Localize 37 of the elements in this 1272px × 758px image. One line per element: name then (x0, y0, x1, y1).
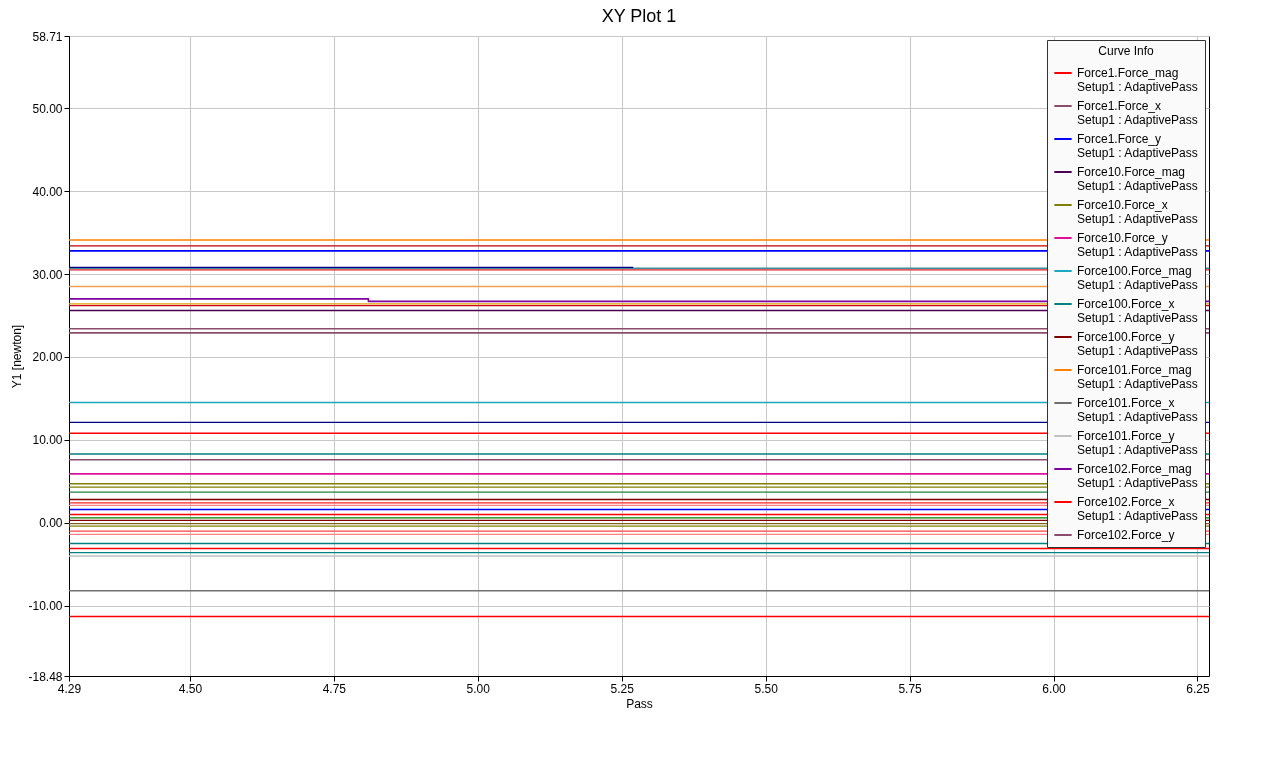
legend-label: Force100.Force_mag Setup1 : AdaptivePass (1077, 264, 1198, 292)
y-tick-label: 0.00 (39, 516, 63, 531)
legend-label: Force101.Force_y Setup1 : AdaptivePass (1077, 429, 1198, 457)
y-axis-title: Y1 [newton] (10, 324, 25, 389)
x-axis-title: Pass (626, 696, 653, 711)
chart-title: XY Plot 1 (601, 6, 677, 26)
y-tick-label: -10.00 (28, 599, 63, 614)
y-tick-label: 58.71 (32, 29, 63, 44)
x-tick-label: 5.25 (610, 681, 635, 696)
legend-label: Force102.Force_mag Setup1 : AdaptivePass (1077, 462, 1198, 490)
y-tick-label: 40.00 (32, 184, 63, 199)
legend-label: Force100.Force_x Setup1 : AdaptivePass (1077, 297, 1198, 325)
x-tick-label: 5.00 (466, 681, 491, 696)
legend-label: Force1.Force_mag Setup1 : AdaptivePass (1077, 66, 1198, 94)
x-tick-label: 4.75 (322, 681, 347, 696)
x-tick-label: 4.50 (178, 681, 203, 696)
legend-label: Force102.Force_x Setup1 : AdaptivePass (1077, 495, 1198, 523)
legend-label: Force101.Force_x Setup1 : AdaptivePass (1077, 396, 1198, 424)
y-tick-label: -18.48 (28, 669, 63, 684)
y-tick-label: 30.00 (32, 267, 63, 282)
legend-label: Force102.Force_y (1077, 528, 1175, 542)
legend-label: Force100.Force_y Setup1 : AdaptivePass (1077, 330, 1198, 358)
legend-label: Force10.Force_y Setup1 : AdaptivePass (1077, 231, 1198, 259)
x-tick-label: 6.25 (1186, 681, 1210, 696)
legend-label: Force1.Force_y Setup1 : AdaptivePass (1077, 132, 1198, 160)
legend-label: Force1.Force_x Setup1 : AdaptivePass (1077, 99, 1198, 127)
legend-label: Force10.Force_mag Setup1 : AdaptivePass (1077, 165, 1198, 193)
y-tick-label: 50.00 (32, 101, 63, 116)
x-tick-label: 6.00 (1042, 681, 1067, 696)
x-tick-label: 5.50 (754, 681, 779, 696)
legend-title: Curve Info (1098, 44, 1155, 58)
legend-label: Force101.Force_mag Setup1 : AdaptivePass (1077, 363, 1198, 391)
legend-label: Force10.Force_x Setup1 : AdaptivePass (1077, 198, 1198, 226)
x-tick-label: 5.75 (898, 681, 923, 696)
x-tick-label: 4.29 (57, 681, 82, 696)
y-tick-label: 10.00 (32, 433, 63, 448)
y-tick-label: 20.00 (32, 350, 63, 365)
